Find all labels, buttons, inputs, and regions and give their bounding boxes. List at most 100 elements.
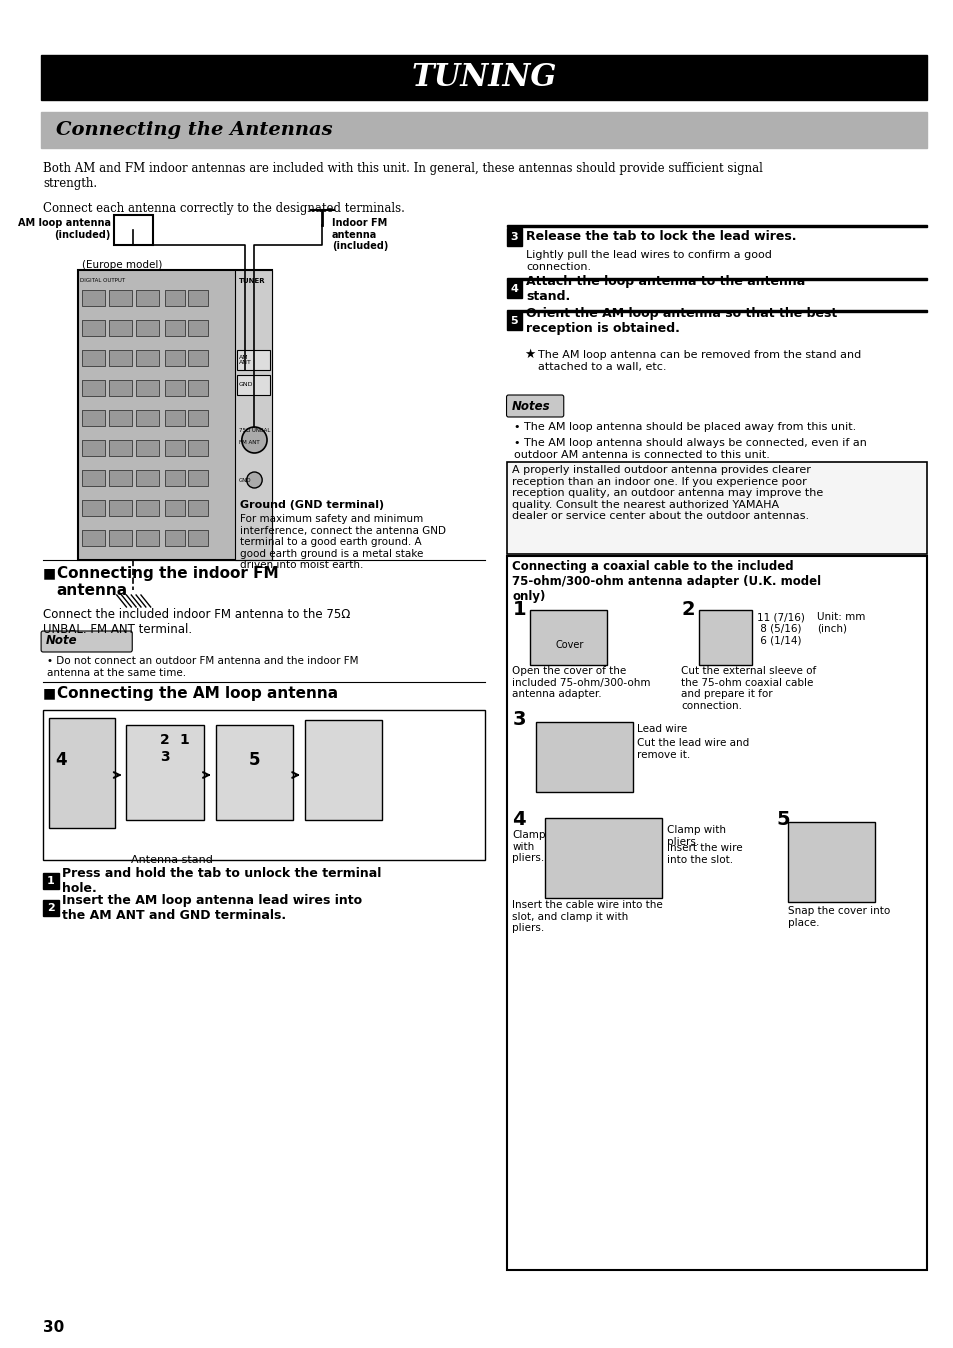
Text: 5: 5 (510, 315, 517, 326)
Bar (234, 270, 272, 559)
Text: Connect the included indoor FM antenna to the 75Ω
UNBAL. FM ANT terminal.: Connect the included indoor FM antenna t… (43, 608, 350, 636)
Bar (136, 530, 159, 546)
Bar (506, 228, 521, 245)
Bar (109, 319, 132, 336)
Text: Lightly pull the lead wires to confirm a good
connection.: Lightly pull the lead wires to confirm a… (525, 249, 771, 271)
Bar (43, 710, 485, 860)
Text: • Do not connect an outdoor FM antenna and the indoor FM
antenna at the same tim: • Do not connect an outdoor FM antenna a… (47, 656, 358, 678)
Bar (165, 290, 185, 306)
Text: Unit: mm
(inch): Unit: mm (inch) (816, 612, 864, 634)
FancyBboxPatch shape (41, 631, 132, 652)
Bar (189, 470, 208, 487)
Text: Cut the external sleeve of
the 75-ohm coaxial cable
and prepare it for
connectio: Cut the external sleeve of the 75-ohm co… (680, 666, 816, 710)
Text: ★: ★ (523, 348, 535, 361)
Text: 2: 2 (160, 733, 170, 747)
Bar (82, 350, 105, 367)
Bar (506, 278, 926, 279)
Bar (535, 723, 632, 793)
Text: Note: Note (46, 634, 77, 647)
Bar (165, 319, 185, 336)
Text: Attach the loop antenna to the antenna
stand.: Attach the loop antenna to the antenna s… (525, 275, 804, 303)
Text: Open the cover of the
included 75-ohm/300-ohm
antenna adapter.: Open the cover of the included 75-ohm/30… (512, 666, 650, 700)
Bar (506, 280, 521, 298)
Text: 4: 4 (55, 751, 68, 768)
Text: Cut the lead wire and
remove it.: Cut the lead wire and remove it. (637, 737, 749, 760)
Text: Snap the cover into
place.: Snap the cover into place. (787, 906, 889, 927)
Circle shape (241, 427, 267, 453)
Bar (82, 380, 105, 396)
Bar (189, 380, 208, 396)
Bar (113, 214, 152, 245)
Text: AM loop antenna
(included): AM loop antenna (included) (18, 218, 111, 240)
Bar (165, 350, 185, 367)
Text: TUNER: TUNER (238, 278, 265, 284)
Bar (506, 310, 926, 311)
Text: Indoor FM
antenna
(included): Indoor FM antenna (included) (332, 218, 388, 251)
Text: Lead wire: Lead wire (637, 724, 687, 735)
Text: Connect each antenna correctly to the designated terminals.: Connect each antenna correctly to the de… (43, 202, 404, 214)
Text: DIGITAL OUTPUT: DIGITAL OUTPUT (80, 278, 125, 283)
Text: A properly installed outdoor antenna provides clearer
reception than an indoor o: A properly installed outdoor antenna pro… (512, 465, 822, 522)
Text: Connecting the indoor FM
antenna: Connecting the indoor FM antenna (56, 566, 278, 599)
Text: AM
ANT: AM ANT (238, 355, 252, 365)
Bar (136, 319, 159, 336)
Bar (189, 350, 208, 367)
Bar (49, 718, 114, 828)
Bar (82, 470, 105, 487)
Text: Insert the wire
into the slot.: Insert the wire into the slot. (666, 842, 741, 864)
Bar (78, 270, 272, 559)
Bar (165, 439, 185, 456)
Text: 1: 1 (179, 733, 190, 747)
Bar (236, 375, 270, 395)
Bar (529, 611, 607, 665)
Text: TUNING: TUNING (411, 62, 557, 93)
Text: Clamp with
pliers.: Clamp with pliers. (666, 825, 725, 847)
Text: FM ANT: FM ANT (238, 439, 259, 445)
Text: 1: 1 (512, 600, 525, 619)
Text: 5: 5 (249, 751, 260, 768)
Bar (136, 500, 159, 516)
Bar (189, 290, 208, 306)
Text: • The AM loop antenna should be placed away from this unit.: • The AM loop antenna should be placed a… (514, 422, 856, 431)
Text: 75Ω UNBAL: 75Ω UNBAL (238, 427, 270, 433)
Text: Release the tab to lock the lead wires.: Release the tab to lock the lead wires. (525, 231, 796, 244)
Bar (787, 822, 874, 902)
Text: GND: GND (238, 477, 252, 483)
Text: Insert the cable wire into the
slot, and clamp it with
pliers.: Insert the cable wire into the slot, and… (512, 900, 662, 933)
Bar (82, 439, 105, 456)
FancyBboxPatch shape (506, 395, 563, 417)
Text: Both AM and FM indoor antennas are included with this unit. In general, these an: Both AM and FM indoor antennas are inclu… (43, 162, 762, 190)
Text: Cover: Cover (555, 640, 583, 650)
Bar (109, 470, 132, 487)
Text: GND: GND (238, 383, 253, 387)
Bar (189, 500, 208, 516)
Text: Orient the AM loop antenna so that the best
reception is obtained.: Orient the AM loop antenna so that the b… (525, 307, 837, 336)
Bar (109, 350, 132, 367)
Text: 4: 4 (510, 284, 517, 294)
Text: (Europe model): (Europe model) (82, 260, 162, 270)
Bar (136, 350, 159, 367)
Bar (109, 380, 132, 396)
Text: ■: ■ (43, 566, 56, 580)
Bar (506, 462, 926, 554)
Bar (189, 410, 208, 426)
Text: 3: 3 (160, 749, 170, 764)
Text: Press and hold the tab to unlock the terminal
hole.: Press and hold the tab to unlock the ter… (62, 867, 381, 895)
Text: Connecting the Antennas: Connecting the Antennas (55, 121, 332, 139)
Bar (215, 725, 293, 820)
Bar (109, 290, 132, 306)
Bar (506, 555, 926, 1270)
Bar (506, 311, 521, 330)
Bar (127, 725, 204, 820)
Text: 2: 2 (680, 600, 694, 619)
Bar (305, 720, 382, 820)
Bar (41, 112, 926, 148)
Text: 1: 1 (47, 876, 54, 886)
Text: Clamp
with
pliers.: Clamp with pliers. (512, 830, 545, 863)
Text: 4: 4 (512, 810, 525, 829)
Bar (698, 611, 751, 665)
Text: 30: 30 (43, 1320, 64, 1335)
Bar (136, 470, 159, 487)
Bar (165, 500, 185, 516)
Bar (506, 225, 926, 226)
